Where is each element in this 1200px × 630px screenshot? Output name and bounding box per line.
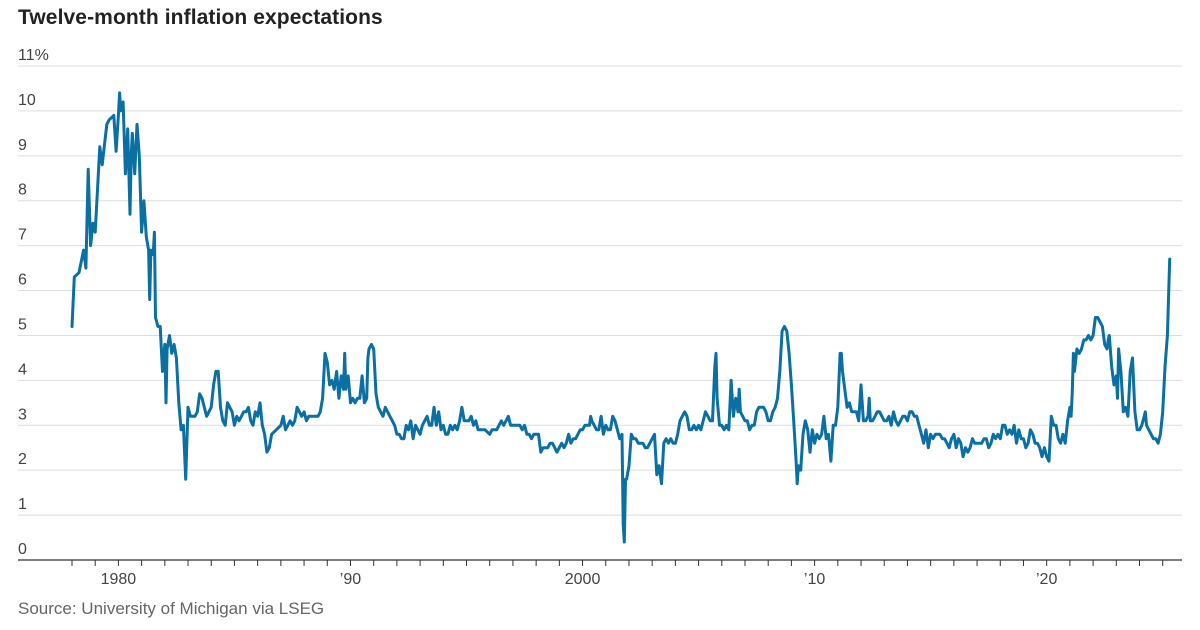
y-tick-label: 7 [18,227,27,244]
y-tick-label: 2 [18,451,27,468]
x-axis-ticks: 1980 ’90 2000 ’10 ’20 [71,560,1164,588]
source-note: Source: University of Michigan via LSEG [18,599,325,618]
y-tick-label: 8 [18,182,27,199]
chart-title: Twelve-month inflation expectations [18,6,383,29]
series-group [70,91,1172,544]
x-tick-label: 2000 [565,571,601,588]
y-tick-label: 3 [18,406,27,423]
series-line [70,91,1172,544]
gridlines [18,65,1182,561]
x-tick-label: ’20 [1036,571,1057,588]
y-tick-label: 9 [18,137,27,154]
y-tick-label: 11% [18,47,49,64]
x-tick-label: ’90 [340,571,361,588]
y-tick-label: 4 [18,361,27,378]
x-tick-label: 1980 [101,571,137,588]
y-tick-label: 10 [18,92,36,109]
y-tick-label: 0 [18,541,27,558]
y-tick-label: 1 [18,496,27,513]
y-tick-label: 5 [18,316,27,333]
x-tick-label: ’10 [804,571,825,588]
y-tick-label: 6 [18,272,27,289]
